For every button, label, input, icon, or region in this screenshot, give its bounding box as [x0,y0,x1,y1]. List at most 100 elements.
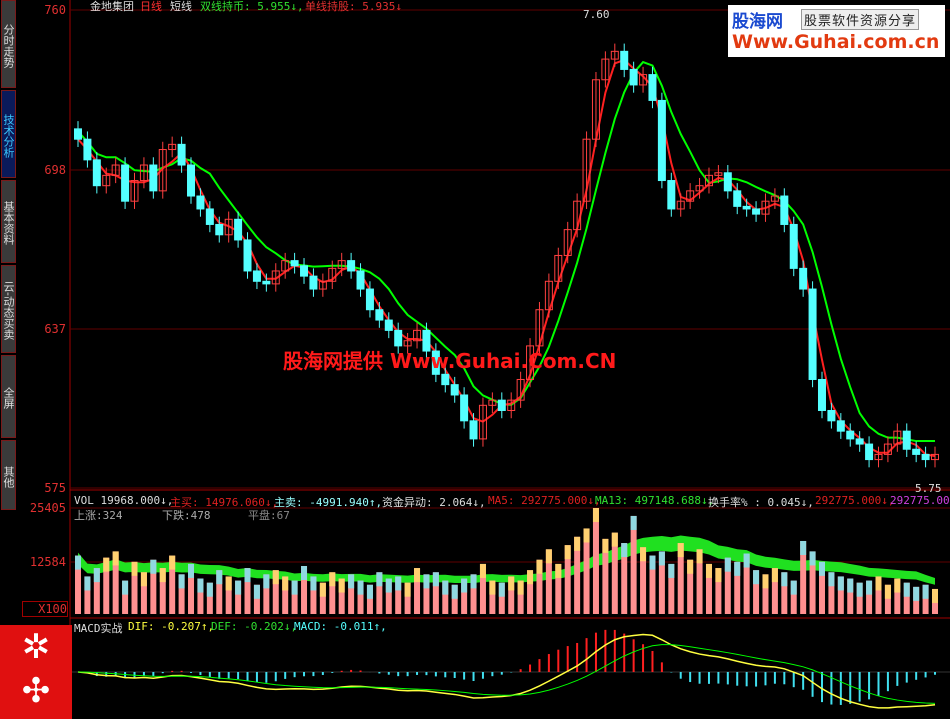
volume-bar [837,576,844,614]
volume-bar-top [442,580,449,595]
main-buy-value: 主买: 14976.060↓, [170,496,279,509]
candle-body [102,174,111,187]
volume-bar-top [310,576,317,591]
volume-bar-top [414,568,421,583]
candle-body [469,420,478,440]
volume-bar-top [762,574,769,589]
volume-bar-top [140,572,147,587]
volume-bar [159,568,166,614]
volume-bar-top [357,580,364,595]
candle-body [234,218,243,241]
volume-bar [649,555,656,614]
volume-bar [753,570,760,614]
volume-bar [93,568,100,614]
volume-bar [84,576,91,614]
candle-body [187,164,196,197]
volume-bar-top [818,561,825,576]
volume-bar-top [602,538,609,553]
candle-body [356,270,365,290]
volume-bar-top [753,570,760,585]
candle-body [507,399,516,411]
flat-count: 平盘:67 [248,509,290,522]
candle-body [629,68,638,86]
watermark: 股海网提供 Www.Guhai.Com.CN [283,349,617,373]
candle-body [620,50,629,70]
volume-bar [583,528,590,614]
volume-tick: 25405 [29,501,66,515]
period-label[interactable]: 日线 [140,0,162,13]
volume-bar [395,576,402,614]
price-tick: 637 [44,322,66,336]
volume-bar [687,559,694,614]
volume-bar [225,576,232,614]
volume-bar-top [178,574,185,589]
candle-body [846,430,855,440]
candle-body [761,200,770,215]
candle-body [874,453,883,461]
volume-bar [527,570,534,614]
volume-bar-top [705,563,712,578]
volume-bar [602,538,609,614]
volume-bar [668,563,675,614]
volume-bar [621,543,628,614]
volume-bar-top [903,582,910,597]
volume-bar-top [235,580,242,595]
candle-body [422,329,431,352]
volume-bar-top [348,574,355,589]
volume-bar [508,576,515,614]
volume-bar [197,578,204,614]
volume-bar [272,570,279,614]
candle-body [573,200,582,231]
candle-body [639,74,648,86]
volume-bar [376,572,383,614]
double-line-value: 双线持币: 5.955↓, [200,0,304,13]
volume-bar-top [913,586,920,601]
candle-body [224,218,233,236]
volume-bar [630,515,637,614]
volume-bar [790,580,797,614]
candle-body [328,267,337,282]
sidebar-tab[interactable]: 云-动态买卖 [1,265,16,353]
volume-bar [724,557,731,614]
volume-bar [517,580,524,614]
volume-bar-top [894,578,901,593]
candle-body [610,50,619,60]
sidebar-tab[interactable]: 基本资料 [1,180,16,263]
candle-body [309,275,318,290]
candle-body [591,79,600,140]
volume-bar [263,574,270,614]
sidebar-tab[interactable]: 分时走势 [1,0,16,88]
volume-bar [875,576,882,614]
volume-bar-top [244,568,251,583]
fund-change-value: 资金异动: 2.064↓, [382,496,486,509]
volume-bar-top [527,570,534,585]
volume-bar-top [93,568,100,583]
volume-bar-top [131,561,138,576]
volume-bar [734,561,741,614]
volume-bar-top [84,576,91,591]
volume-bar [705,563,712,614]
ma13-value: MA13: 497148.688↓, [595,494,715,507]
volume-bar-top [771,568,778,583]
volume-bar-top [451,584,458,599]
volume-bar-top [781,572,788,587]
candle-body [676,200,685,210]
volume-bar-top [508,576,515,591]
volume-bar [847,578,854,614]
volume-bar-top [197,578,204,593]
sidebar-tab[interactable]: 其他 [1,440,16,510]
price-tick: 575 [44,481,66,495]
candle-body [290,260,299,267]
volume-bar-top [225,576,232,591]
volume-bar-top [875,576,882,591]
price-tick: 760 [44,3,66,17]
volume-bar-top [272,570,279,585]
volume-bar [423,574,430,614]
max-price-label: 7.60 [583,8,610,21]
sidebar-tab[interactable]: 技术分析 [1,90,16,178]
sidebar-tab[interactable]: 全屏 [1,355,16,438]
candle-body [563,229,572,256]
volume-bar [188,563,195,614]
candle-body [516,378,525,401]
volume-bar [771,568,778,614]
